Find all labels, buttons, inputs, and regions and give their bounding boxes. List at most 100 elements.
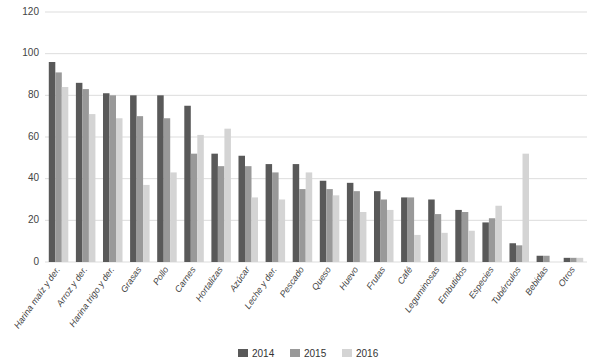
grid-line: [45, 220, 587, 221]
bar: [157, 95, 164, 262]
bar: [191, 154, 198, 262]
legend-swatch: [238, 349, 248, 357]
bar: [266, 164, 273, 262]
bar: [293, 164, 300, 262]
bar: [184, 106, 191, 262]
legend-label: 2014: [252, 348, 275, 359]
x-tick-label: Huevo: [337, 265, 360, 292]
bar: [523, 154, 530, 262]
bars: [49, 62, 583, 262]
bar: [326, 189, 333, 262]
bar: [82, 89, 89, 262]
x-tick-label: Pescado: [278, 265, 306, 299]
grid: [45, 12, 587, 262]
bar: [441, 233, 448, 262]
bar: [360, 212, 367, 262]
y-tick-label: 120: [22, 6, 39, 17]
grid-line: [45, 12, 587, 13]
bar: [137, 116, 144, 262]
y-tick-label: 40: [28, 172, 40, 183]
legend: 2014 2015 2016: [238, 348, 379, 359]
bar: [170, 172, 177, 262]
x-tick-label: Azúcar: [227, 264, 252, 294]
x-tick-label: Frutas: [365, 264, 388, 291]
x-tick-label: Harina trigo y der.: [67, 265, 116, 329]
bar: [224, 129, 231, 262]
x-tick-label: Queso: [310, 265, 333, 292]
y-tick-label: 20: [28, 214, 40, 225]
x-tick-label: Harina maíz y der.: [12, 265, 62, 331]
bar: [218, 166, 225, 262]
bar: [299, 189, 306, 262]
bar: [543, 256, 550, 262]
bar: [380, 200, 387, 263]
bar: [245, 166, 252, 262]
grid-line: [45, 178, 587, 179]
x-tick-label: Leche y der.: [243, 265, 279, 311]
chart: 0 20 40 60 80 100 120 Harina maíz y der.Arroz y…: [0, 0, 597, 364]
bar: [76, 83, 83, 262]
legend-swatch: [290, 349, 300, 357]
bar: [116, 118, 123, 262]
bar: [164, 118, 171, 262]
bar: [109, 95, 116, 262]
bar: [347, 183, 354, 262]
x-tick-label: Bebidas: [523, 264, 550, 297]
x-tick-label: Especies: [467, 264, 496, 300]
x-tick-label: Leguminosas: [403, 264, 442, 314]
bar: [252, 197, 259, 262]
y-axis: 0 20 40 60 80 100 120: [22, 6, 39, 267]
bar: [272, 172, 279, 262]
y-tick-label: 60: [28, 131, 40, 142]
bar: [62, 87, 69, 262]
legend-label: 2016: [356, 348, 379, 359]
bar: [401, 197, 408, 262]
x-tick-label: Café: [395, 265, 414, 286]
bar: [89, 114, 96, 262]
grid-line: [45, 53, 587, 54]
bar: [49, 62, 56, 262]
y-tick-label: 0: [33, 256, 39, 267]
bar: [455, 210, 462, 262]
x-tick-label: Carnes: [173, 264, 198, 294]
x-axis: Harina maíz y der.Arroz y der.Harina tri…: [12, 264, 577, 331]
bar: [577, 258, 584, 262]
legend-swatch: [342, 349, 352, 357]
bar: [435, 214, 442, 262]
bar: [414, 235, 421, 262]
y-tick-label: 80: [28, 89, 40, 100]
bar: [482, 222, 489, 262]
bar: [408, 197, 415, 262]
bar: [320, 181, 327, 262]
bar: [306, 172, 313, 262]
bar: [374, 191, 381, 262]
bar: [387, 210, 394, 262]
bar: [353, 191, 360, 262]
bar: [468, 231, 475, 262]
x-tick-label: Otros: [556, 264, 577, 288]
bar: [495, 206, 502, 262]
legend-label: 2015: [304, 348, 327, 359]
bar: [428, 200, 435, 263]
bar: [55, 72, 62, 262]
bar: [197, 135, 204, 262]
bar: [516, 245, 523, 262]
bar: [211, 154, 218, 262]
x-tick-label: Pollo: [151, 265, 171, 287]
bar: [489, 218, 496, 262]
grid-line: [45, 95, 587, 96]
bar: [103, 93, 110, 262]
bar: [279, 200, 286, 263]
chart-container: 0 20 40 60 80 100 120 Harina maíz y der.Arroz y…: [0, 0, 597, 364]
bar: [570, 258, 577, 262]
grid-line: [45, 137, 587, 138]
grid-line: [45, 262, 587, 263]
x-tick-label: Grasas: [119, 264, 144, 294]
x-tick-label: Tubérculos: [489, 264, 523, 306]
y-tick-label: 100: [22, 47, 39, 58]
bar: [509, 243, 516, 262]
bar: [238, 156, 245, 262]
bar: [130, 95, 137, 262]
bar: [564, 258, 571, 262]
bar: [550, 262, 557, 263]
